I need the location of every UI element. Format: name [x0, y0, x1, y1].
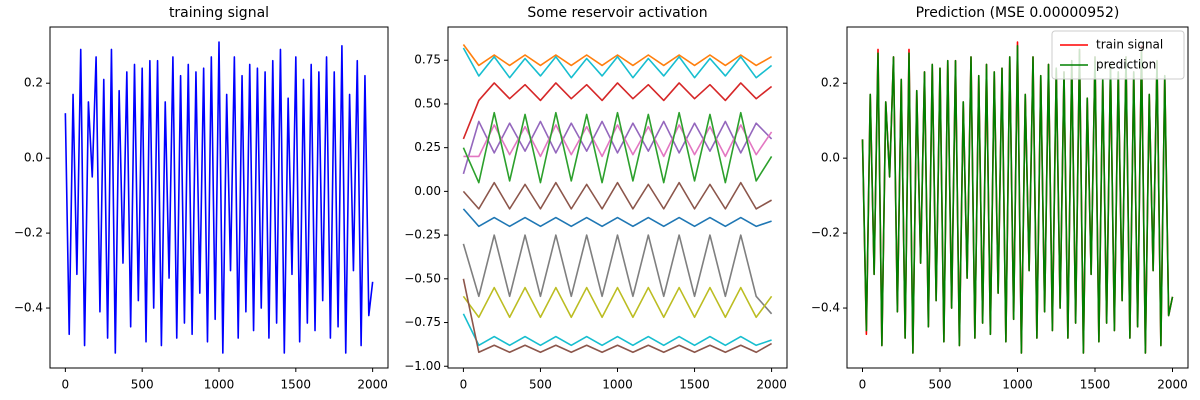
panel-title: training signal [169, 5, 269, 21]
series-line [462, 82, 773, 140]
y-tick-label: 0.2 [24, 76, 43, 90]
legend: train signal prediction [1051, 30, 1185, 80]
lines [861, 41, 1174, 354]
x-tick-label: 1500 [1080, 378, 1111, 392]
series-line [462, 234, 773, 315]
series-line [462, 208, 772, 228]
x-tick-label: 1500 [281, 378, 312, 392]
x-tick-label: 1500 [679, 378, 710, 392]
x-tick-label: 500 [929, 378, 952, 392]
panel-title: Some reservoir activation [527, 5, 707, 21]
y-tick-label: 0.50 [414, 96, 441, 110]
panel-title: Prediction (MSE 0.00000952) [916, 5, 1120, 21]
series-line [462, 44, 772, 67]
series-line [462, 120, 773, 175]
y-tick-label: −0.2 [811, 226, 840, 240]
x-tick-label: 2000 [1157, 378, 1188, 392]
y-tick-label: 0.0 [821, 151, 840, 165]
lines [462, 44, 773, 354]
x-tick-label: 500 [131, 378, 154, 392]
y-tick-label: −0.4 [14, 301, 43, 315]
series-line [462, 181, 772, 210]
x-tick-label: 2000 [357, 378, 388, 392]
y-tick-label: −0.4 [811, 301, 840, 315]
y-tick-label: −1.00 [404, 359, 441, 373]
y-tick-label: −0.75 [404, 315, 441, 329]
series-line [463, 124, 773, 158]
series-line [462, 111, 773, 184]
x-tick-label: 0 [859, 378, 867, 392]
legend-label: prediction [1096, 58, 1156, 72]
panel: training signal 0 500 1000 1500 2000 −0.4 −0.2 0… [14, 5, 389, 392]
y-tick-label: −0.2 [14, 226, 43, 240]
x-tick-label: 1000 [602, 378, 633, 392]
axes-frame [49, 26, 389, 369]
series-line [462, 286, 773, 319]
y-tick-label: −0.50 [404, 271, 441, 285]
y-tick-label: 0.2 [821, 76, 840, 90]
y-tick-label: 0.25 [414, 140, 441, 154]
series-line [462, 278, 772, 354]
legend-label: train signal [1096, 38, 1163, 52]
x-tick-label: 0 [62, 378, 70, 392]
series-line [462, 313, 772, 347]
series-line [462, 47, 773, 79]
series-line [64, 41, 374, 354]
series-line [861, 44, 1174, 354]
x-tick-label: 2000 [756, 378, 787, 392]
x-tick-label: 1000 [204, 378, 235, 392]
y-tick-label: 0.75 [414, 53, 441, 67]
x-tick-label: 500 [529, 378, 552, 392]
lines [64, 41, 374, 354]
y-tick-label: 0.0 [24, 151, 43, 165]
y-tick-label: −0.25 [404, 228, 441, 242]
legend-box [1051, 30, 1185, 80]
panel: Some reservoir activation 0 500 1000 1500 200… [404, 5, 788, 392]
x-tick-label: 1000 [1002, 378, 1033, 392]
x-tick-label: 0 [460, 378, 468, 392]
axes-frame [447, 26, 788, 369]
panel: Prediction (MSE 0.00000952) 0 500 1000 1500 2… [811, 5, 1189, 392]
axes-frame [846, 26, 1189, 369]
y-tick-label: 0.00 [414, 184, 441, 198]
